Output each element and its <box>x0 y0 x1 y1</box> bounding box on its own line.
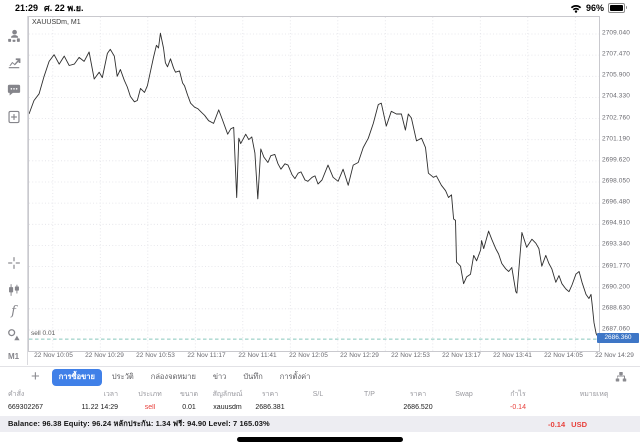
time-axis-label: 22 Nov 10:29 <box>85 352 124 359</box>
status-date: ศ. 22 พ.ย. <box>44 3 84 13</box>
sort-icon[interactable] <box>615 371 627 383</box>
price-axis-label: 2702.760 <box>602 114 630 122</box>
balance-summary-text: Balance: 96.38 Equity: 96.24 หลักประกัน:… <box>8 419 270 428</box>
chat-icon[interactable] <box>7 83 21 97</box>
col-header-open_price[interactable]: ราคา <box>261 390 279 398</box>
col-header-time[interactable]: เวลา <box>103 390 118 398</box>
tab-0[interactable]: การซื้อขาย <box>51 368 102 386</box>
col-header-price[interactable]: ราคา <box>409 390 427 398</box>
price-axis-label: 2687.060 <box>602 325 630 333</box>
price-axis-label: 2709.040 <box>602 29 630 37</box>
new-order-icon[interactable] <box>7 110 21 124</box>
home-indicator[interactable] <box>237 437 403 442</box>
price-axis-label: 2690.200 <box>602 283 630 291</box>
cell-open_price: 2686.381 <box>255 403 285 411</box>
new-order-plus-button[interactable]: + <box>31 368 40 385</box>
indicators-icon[interactable]: f <box>11 304 16 319</box>
col-header-swap[interactable]: Swap <box>455 390 473 398</box>
price-axis-label: 2707.470 <box>602 50 630 58</box>
col-header-profit[interactable]: กำไร <box>510 390 526 398</box>
battery-icon <box>608 3 627 13</box>
cell-volume: 0.01 <box>182 403 196 411</box>
price-axis-label: 2688.630 <box>602 304 630 312</box>
positions-table-header: คำสั่ง เวลา ประเภท ขนาด สัญลักษณ์ ราคา S/L T/P ร… <box>0 388 640 400</box>
position-row[interactable]: 669302267 11.22 14:29 sell 0.01 xauusdm 2686.… <box>0 401 640 413</box>
col-header-volume[interactable]: ขนาด <box>179 390 199 398</box>
time-axis-label: 22 Nov 11:17 <box>187 352 226 359</box>
price-axis-label: 2701.190 <box>602 135 630 143</box>
price-axis-label: 2693.340 <box>602 240 630 248</box>
cell-profit: -0.14 <box>510 403 526 411</box>
chart-symbol-label: XAUUSDm, M1 <box>32 19 81 26</box>
col-header-comment[interactable]: หมายเหตุ <box>579 390 609 398</box>
cell-symbol: xauusdm <box>213 403 242 411</box>
time-axis-label: 22 Nov 14:05 <box>544 352 583 359</box>
tab-2[interactable]: กล่องจดหมาย <box>150 372 196 381</box>
timeframe-button[interactable]: M1 <box>7 352 20 361</box>
wifi-icon <box>570 4 582 13</box>
chart-sidebar: f M1 <box>0 16 28 365</box>
time-axis: 22 Nov 10:05 22 Nov 10:29 22 Nov 10:53 22 N… <box>28 352 640 364</box>
price-axis-label: 2698.050 <box>602 177 630 185</box>
tab-bar: การซื้อขาย ประวัติ กล่องจดหมาย ข่าว บันทึก กา… <box>51 368 318 386</box>
bottom-toolbar: + การซื้อขาย ประวัติ กล่องจดหมาย ข่าว บันทึก… <box>0 366 640 387</box>
cell-type: sell <box>144 403 156 411</box>
status-bar: 21:29 ศ. 22 พ.ย. 96% <box>0 0 640 16</box>
cell-order: 669302267 <box>8 403 44 411</box>
profit-value: -0.14 <box>548 419 566 429</box>
objects-icon[interactable] <box>7 328 21 342</box>
tab-3[interactable]: ข่าว <box>212 372 227 381</box>
current-price-tag: 2686.360 <box>597 333 639 344</box>
time-axis-label: 22 Nov 10:53 <box>136 352 175 359</box>
crosshair-icon[interactable] <box>7 256 21 270</box>
clock-time: 21:29 <box>15 3 39 13</box>
col-header-order[interactable]: คำสั่ง <box>8 390 25 398</box>
price-axis-label: 2691.770 <box>602 262 630 270</box>
price-axis-label: 2704.330 <box>602 92 630 100</box>
battery-percent: 96% <box>585 3 604 13</box>
time-axis-label: 22 Nov 12:53 <box>391 352 430 359</box>
col-header-type[interactable]: ประเภท <box>138 390 162 398</box>
tab-1[interactable]: ประวัติ <box>111 372 134 381</box>
col-header-sl[interactable]: S/L <box>312 390 324 398</box>
candlestick-chart-type-icon[interactable] <box>7 283 21 297</box>
tab-5[interactable]: การตั้งค่า <box>279 372 311 381</box>
trade-icon[interactable] <box>7 56 21 70</box>
price-axis-label: 2705.900 <box>602 71 630 79</box>
time-axis-label: 22 Nov 11:41 <box>238 352 277 359</box>
time-axis-label: 22 Nov 13:41 <box>493 352 532 359</box>
accounts-icon[interactable] <box>7 29 21 43</box>
price-axis-label: 2694.910 <box>602 219 630 227</box>
open-position-label: sell 0.01 <box>31 329 56 337</box>
floating-profit: -0.14 USD <box>548 420 587 429</box>
cell-price: 2686.520 <box>403 403 433 411</box>
price-axis: 2709.040 2707.470 2705.900 2704.330 2702.760… <box>599 16 640 350</box>
price-chart[interactable]: XAUUSDm, M1 sell 0.01 <box>28 16 600 352</box>
time-axis-label: 22 Nov 14:29 <box>595 352 634 359</box>
time-axis-label: 22 Nov 12:29 <box>340 352 379 359</box>
price-axis-label: 2699.620 <box>602 156 630 164</box>
time-axis-label: 22 Nov 10:05 <box>34 352 73 359</box>
price-axis-label: 2696.480 <box>602 198 630 206</box>
col-header-tp[interactable]: T/P <box>364 390 375 398</box>
account-summary-bar: Balance: 96.38 Equity: 96.24 หลักประกัน:… <box>0 416 640 432</box>
time-axis-label: 22 Nov 12:05 <box>289 352 328 359</box>
tab-4[interactable]: บันทึก <box>243 372 263 381</box>
time-axis-label: 22 Nov 13:17 <box>442 352 481 359</box>
chart-canvas[interactable] <box>29 17 599 351</box>
col-header-symbol[interactable]: สัญลักษณ์ <box>212 390 243 398</box>
profit-currency: USD <box>571 419 587 429</box>
cell-time: 11.22 14:29 <box>81 403 118 411</box>
